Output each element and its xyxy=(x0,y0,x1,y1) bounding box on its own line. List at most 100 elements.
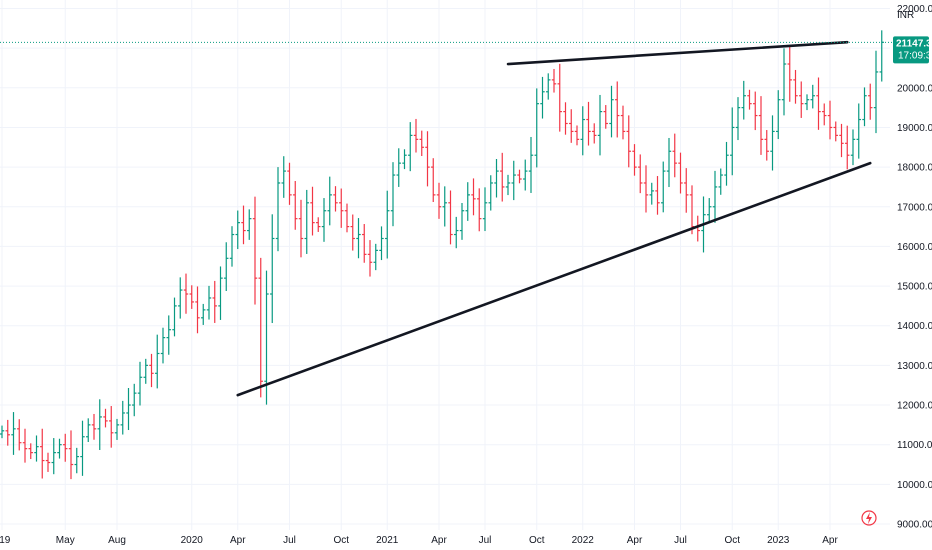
ohlc-bar xyxy=(862,87,867,127)
ohlc-bar xyxy=(120,400,125,435)
ohlc-bar xyxy=(155,334,160,389)
ohlc-bar xyxy=(137,361,143,406)
ohlc-bar xyxy=(655,176,660,215)
ohlc-bar xyxy=(22,428,28,463)
ohlc-bar xyxy=(189,285,194,309)
ohlc-bar xyxy=(649,182,654,205)
ohlc-bar xyxy=(183,273,189,314)
ohlc-bar xyxy=(362,224,367,263)
price-tick-label: 10000.00 xyxy=(897,480,932,491)
ohlc-bar xyxy=(540,76,545,119)
ohlc-bar xyxy=(195,286,200,334)
ohlc-bar xyxy=(747,89,752,110)
time-tick-label: Apr xyxy=(627,535,643,546)
ohlc-bar xyxy=(580,106,585,156)
ohlc-bar xyxy=(316,217,321,232)
ohlc-bar xyxy=(160,327,166,364)
price-tick-label: 13000.00 xyxy=(897,361,932,372)
time-tick-label: Oct xyxy=(724,535,740,546)
ohlc-bar xyxy=(592,123,597,144)
ohlc-bar xyxy=(80,420,85,476)
price-tick-label: 17000.00 xyxy=(897,202,932,213)
ohlc-bar xyxy=(586,101,591,146)
price-tick-label: 12000.00 xyxy=(897,401,932,412)
ohlc-bar xyxy=(620,105,626,140)
ohlc-bar xyxy=(799,81,804,118)
ohlc-bar xyxy=(753,91,758,131)
ohlc-bar xyxy=(845,125,850,170)
ohlc-bar xyxy=(304,189,309,254)
ohlc-bar xyxy=(735,97,741,141)
time-tick-label: Jul xyxy=(479,535,492,546)
time-tick-label: Oct xyxy=(529,535,545,546)
ohlc-bar xyxy=(413,118,419,153)
ohlc-bar xyxy=(517,169,522,184)
ohlc-bar xyxy=(551,68,557,93)
ohlc-bar xyxy=(229,226,235,267)
grid xyxy=(0,0,890,530)
trendlines[interactable] xyxy=(236,40,872,397)
ohlc-bar xyxy=(528,136,534,193)
trendline-lower-support[interactable] xyxy=(236,161,872,397)
ohlc-bar xyxy=(833,121,838,142)
ohlc-bar xyxy=(258,257,263,398)
ohlc-bar xyxy=(218,266,223,320)
time-tick-label: Oct xyxy=(333,535,349,546)
ohlc-bar xyxy=(730,107,735,176)
ohlc-bar xyxy=(718,168,723,195)
price-tick-label: 19000.00 xyxy=(897,123,932,134)
time-tick-label: 2020 xyxy=(181,535,204,546)
ohlc-bar xyxy=(339,188,344,228)
ohlc-bar xyxy=(68,430,74,480)
time-tick-label: Jul xyxy=(283,535,296,546)
price-tick-label: 14000.00 xyxy=(897,321,932,332)
ohlc-bar xyxy=(442,186,447,227)
ohlc-bar xyxy=(597,94,603,156)
ohlc-bar xyxy=(684,168,689,213)
price-tick-label: 22000.00 xyxy=(897,4,932,15)
ohlc-bar xyxy=(724,141,729,186)
ohlc-bar xyxy=(264,270,269,405)
ohlc-bar xyxy=(873,50,879,134)
trendline-upper-resistance[interactable] xyxy=(506,40,849,66)
ohlc-bar xyxy=(615,81,620,138)
ohlc-bar xyxy=(879,30,884,82)
countdown-timer: 17:09:32 xyxy=(898,50,932,61)
ohlc-bar xyxy=(425,131,430,187)
price-axis[interactable]: 22000.00 20000.00 19000.00 18000.00 17000.00… xyxy=(897,4,932,531)
ohlc-bar xyxy=(132,383,137,417)
ohlc-bar xyxy=(143,358,148,384)
ohlc-bar xyxy=(172,297,177,337)
ohlc-bar xyxy=(350,214,355,251)
ohlc-bar xyxy=(109,406,114,448)
time-axis[interactable]: 019 May Aug 2020 Apr Jul Oct 2021 Apr Jul Oct 2022 A… xyxy=(0,535,838,546)
ohlc-bar xyxy=(126,387,131,431)
time-tick-label: 019 xyxy=(0,535,11,546)
ohlc-bar xyxy=(695,215,700,242)
ohlc-bar xyxy=(672,133,677,178)
ohlc-bar xyxy=(488,175,493,211)
price-tick-label: 9000.00 xyxy=(897,520,932,531)
ohlc-bar xyxy=(661,161,666,213)
ohlc-bar xyxy=(103,408,108,428)
ohlc-bar xyxy=(557,63,562,132)
ohlc-bar xyxy=(224,242,229,291)
ohlc-bar xyxy=(5,419,10,446)
time-tick-label: Apr xyxy=(431,535,447,546)
ohlc-bar xyxy=(770,115,775,171)
ohlc-bar xyxy=(626,115,631,168)
ohlc-bar xyxy=(252,196,258,305)
ohlc-bar xyxy=(454,216,459,249)
ohlc-bar xyxy=(574,125,580,146)
flash-icon[interactable] xyxy=(861,510,877,526)
ohlc-bar xyxy=(287,162,292,205)
ohlc-bar xyxy=(327,176,332,226)
ohlc-bar xyxy=(638,154,643,194)
ohlc-bar xyxy=(310,186,315,236)
ohlc-bar xyxy=(712,170,718,223)
time-tick-label: Jul xyxy=(674,535,687,546)
ohlc-bar xyxy=(477,188,482,232)
ohlc-bar xyxy=(523,159,528,191)
ohlc-bar xyxy=(459,203,465,240)
